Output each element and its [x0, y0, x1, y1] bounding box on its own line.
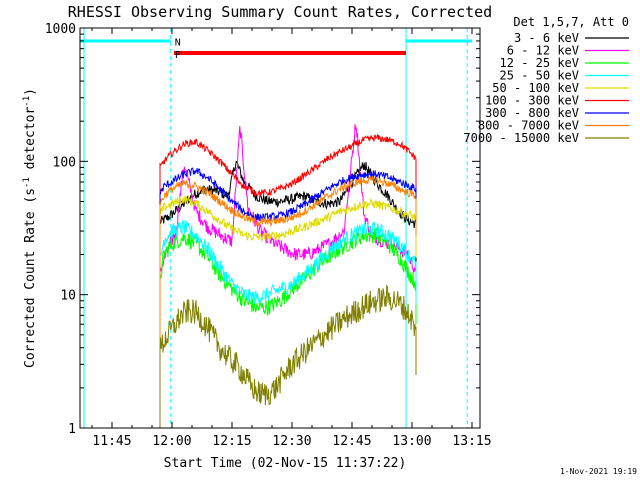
series-line-8 [159, 284, 417, 428]
plot-area: NF [80, 28, 472, 428]
x-tick-label-3: 12:30 [272, 434, 311, 449]
series-line-7 [159, 175, 417, 428]
legend-label-4: 50 - 100 keV [492, 81, 579, 95]
y-axis-label-main: Corrected Count Rate (s [23, 188, 38, 368]
annotation-night: N [175, 38, 181, 49]
x-tick-label-0: 11:45 [92, 434, 131, 449]
annotation-flag: F [175, 50, 181, 61]
y-tick-label-0: 1 [68, 422, 76, 437]
chart-title: RHESSI Observing Summary Count Rates, Co… [68, 3, 492, 21]
x-tick-label-1: 12:00 [152, 434, 191, 449]
series-line-1 [159, 124, 417, 428]
legend-title: Det 1,5,7, Att 0 [513, 15, 629, 29]
legend-label-0: 3 - 6 keV [514, 31, 579, 45]
y-axis-label-mid: detector [23, 107, 38, 178]
series-line-6 [159, 167, 417, 428]
x-tick-label-6: 13:15 [452, 434, 491, 449]
legend-label-7: 800 - 7000 keV [478, 119, 579, 133]
y-tick-label-2: 100 [53, 155, 76, 170]
y-axis-label-sup2: -1 [22, 96, 32, 107]
y-tick-label-3: 1000 [45, 22, 76, 37]
series-line-3 [159, 219, 417, 428]
x-tick-label-5: 13:00 [392, 434, 431, 449]
y-tick-label-1: 10 [60, 289, 76, 304]
legend-label-1: 6 - 12 keV [507, 44, 579, 58]
x-tick-label-4: 12:45 [332, 434, 371, 449]
y-axis: 1 10 100 1000 [45, 22, 480, 437]
plot-frame [79, 27, 481, 429]
series-line-5 [159, 133, 417, 428]
legend-label-8: 7000 - 15000 keV [463, 131, 579, 145]
y-axis-label-sup1: -1 [22, 177, 32, 188]
y-axis-label: Corrected Count Rate (s-1 detector-1) [22, 88, 38, 368]
series-line-4 [159, 194, 417, 428]
legend-label-3: 25 - 50 keV [500, 69, 579, 83]
series-line-2 [159, 227, 417, 428]
legend-label-5: 100 - 300 keV [485, 94, 579, 108]
legend-label-6: 300 - 800 keV [485, 106, 579, 120]
footer-date: 1-Nov-2021 19:19 [560, 467, 637, 476]
y-axis-label-end: ) [23, 88, 38, 96]
x-axis-label: Start Time (02-Nov-15 11:37:22) [164, 456, 407, 471]
x-axis: 11:45 12:00 12:15 12:30 12:45 13:00 13:15 [91, 28, 492, 449]
x-tick-label-2: 12:15 [212, 434, 251, 449]
legend-label-2: 12 - 25 keV [500, 56, 579, 70]
